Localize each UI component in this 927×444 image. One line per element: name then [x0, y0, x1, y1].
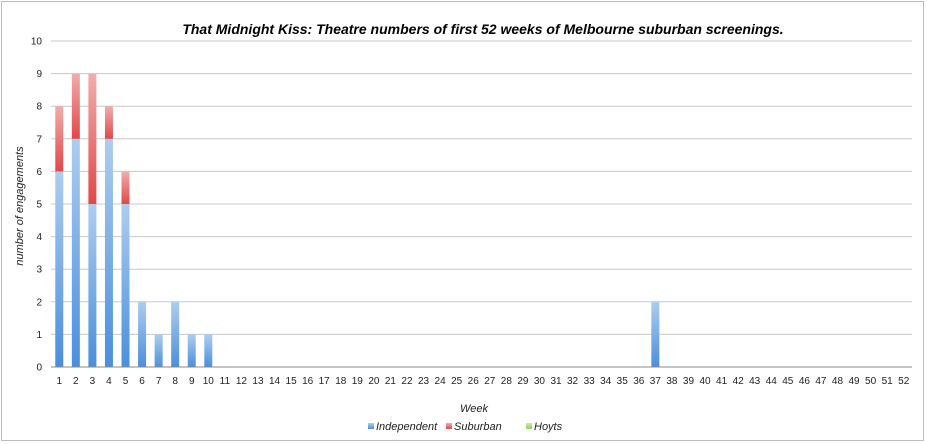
x-tick-label: 18 — [335, 376, 347, 387]
bar-independent-week-8 — [171, 301, 180, 367]
x-tick-label: 32 — [567, 376, 579, 387]
y-tick-label: 7 — [36, 134, 42, 145]
bar-independent-week-4 — [104, 138, 113, 367]
x-tick-label: 16 — [302, 376, 314, 387]
x-tick-label: 47 — [815, 376, 827, 387]
bar-independent-week-10 — [204, 334, 213, 367]
bar-independent-week-37 — [651, 301, 660, 367]
x-tick-label: 11 — [220, 376, 231, 387]
x-tick-label: 36 — [633, 376, 645, 387]
x-tick-label: 29 — [517, 376, 529, 387]
x-tick-label: 46 — [799, 376, 811, 387]
x-tick-label: 5 — [123, 376, 129, 387]
y-tick-label: 2 — [36, 297, 42, 308]
x-tick-label: 35 — [617, 376, 629, 387]
x-tick-label: 13 — [252, 376, 264, 387]
x-tick-label: 41 — [716, 376, 728, 387]
chart-title: That Midnight Kiss: Theatre numbers of f… — [182, 21, 783, 37]
x-tick-label: 26 — [468, 376, 480, 387]
x-tick-label: 19 — [352, 376, 364, 387]
y-tick-label: 4 — [36, 232, 42, 243]
x-tick-label: 42 — [733, 376, 745, 387]
bar-suburban-week-3 — [88, 73, 97, 204]
y-tick-label: 5 — [36, 200, 42, 211]
bar-independent-week-1 — [55, 171, 64, 367]
x-tick-label: 14 — [269, 376, 281, 387]
gridlines — [51, 40, 912, 368]
x-tick-label: 1 — [56, 376, 62, 387]
bar-suburban-week-2 — [71, 73, 80, 139]
x-tick-label: 25 — [451, 376, 463, 387]
y-axis-label: number of engagements — [14, 146, 26, 266]
x-tick-label: 33 — [584, 376, 596, 387]
x-tick-label: 52 — [898, 376, 910, 387]
y-axis-ticks: 0 1 2 3 4 5 6 7 8 9 10 — [31, 37, 43, 374]
x-tick-label: 10 — [203, 376, 215, 387]
legend-label-independent: Independent — [376, 421, 438, 433]
x-tick-label: 2 — [73, 376, 79, 387]
bar-independent-week-2 — [71, 138, 80, 367]
x-tick-label: 6 — [139, 376, 145, 387]
x-tick-label: 21 — [385, 376, 397, 387]
x-tick-label: 8 — [172, 376, 178, 387]
bar-suburban-week-5 — [121, 171, 130, 204]
x-tick-label: 9 — [189, 376, 195, 387]
x-tick-label: 3 — [90, 376, 96, 387]
x-tick-label: 51 — [882, 376, 894, 387]
x-tick-label: 31 — [550, 376, 562, 387]
x-tick-label: 4 — [106, 376, 112, 387]
x-tick-label: 48 — [832, 376, 844, 387]
x-tick-label: 12 — [236, 376, 248, 387]
x-tick-label: 50 — [865, 376, 877, 387]
x-tick-label: 22 — [401, 376, 413, 387]
y-tick-label: 9 — [36, 69, 42, 80]
x-tick-label: 39 — [683, 376, 695, 387]
x-tick-label: 44 — [766, 376, 778, 387]
x-tick-label: 30 — [534, 376, 546, 387]
x-tick-label: 15 — [286, 376, 298, 387]
y-tick-label: 10 — [31, 37, 43, 48]
y-tick-label: 0 — [36, 363, 42, 374]
bar-suburban-week-4 — [104, 106, 113, 139]
legend-swatch-suburban — [446, 423, 452, 429]
bars — [55, 73, 660, 367]
x-tick-label: 40 — [699, 376, 711, 387]
bar-suburban-week-1 — [55, 106, 64, 172]
y-tick-label: 3 — [36, 265, 42, 276]
y-tick-label: 1 — [36, 330, 42, 341]
bar-independent-week-6 — [138, 301, 147, 367]
y-tick-label: 6 — [36, 167, 42, 178]
x-tick-label: 23 — [418, 376, 430, 387]
legend-swatch-hoyts — [526, 423, 532, 429]
x-tick-label: 43 — [749, 376, 761, 387]
x-tick-label: 45 — [782, 376, 794, 387]
x-axis-label: Week — [460, 403, 488, 415]
x-tick-label: 27 — [484, 376, 496, 387]
bar-independent-week-3 — [88, 204, 97, 367]
bar-independent-week-9 — [187, 334, 196, 367]
x-axis-ticks: 1 2 3 4 5 6 7 8 9 10 11 12 13 14 15 16 17 18 19 20 21 22 23 24 2… — [56, 376, 909, 387]
legend-swatch-independent — [368, 423, 374, 429]
x-tick-label: 17 — [319, 376, 331, 387]
x-tick-label: 49 — [848, 376, 860, 387]
x-tick-label: 34 — [600, 376, 612, 387]
bar-independent-week-5 — [121, 204, 130, 367]
bar-independent-week-7 — [154, 334, 163, 367]
x-tick-label: 28 — [501, 376, 513, 387]
legend-label-hoyts: Hoyts — [534, 421, 563, 433]
x-tick-label: 37 — [650, 376, 662, 387]
y-tick-label: 8 — [36, 102, 42, 113]
x-tick-label: 7 — [156, 376, 162, 387]
legend: Independent Suburban Hoyts — [368, 421, 563, 433]
x-tick-label: 24 — [435, 376, 447, 387]
x-tick-label: 38 — [666, 376, 678, 387]
legend-label-suburban: Suburban — [454, 421, 502, 433]
x-tick-label: 20 — [368, 376, 380, 387]
